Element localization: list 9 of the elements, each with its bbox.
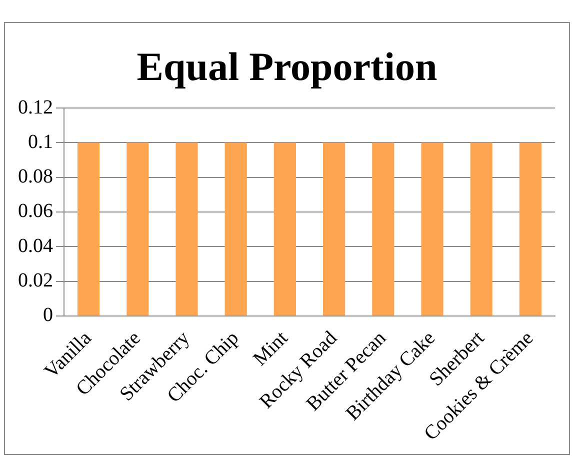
y-tick-label: 0.04 [18, 234, 53, 257]
chart-title: Equal Proportion [136, 43, 438, 90]
y-tick-label: 0.1 [28, 130, 53, 153]
y-tick-label: 0.06 [18, 200, 53, 222]
y-tick-label: 0.08 [18, 166, 53, 188]
x-tick-label: Mint [249, 326, 293, 370]
y-tick-label: 0.12 [18, 96, 53, 118]
y-tick-label: 0 [43, 304, 53, 326]
y-tick-label: 0.02 [18, 270, 53, 292]
